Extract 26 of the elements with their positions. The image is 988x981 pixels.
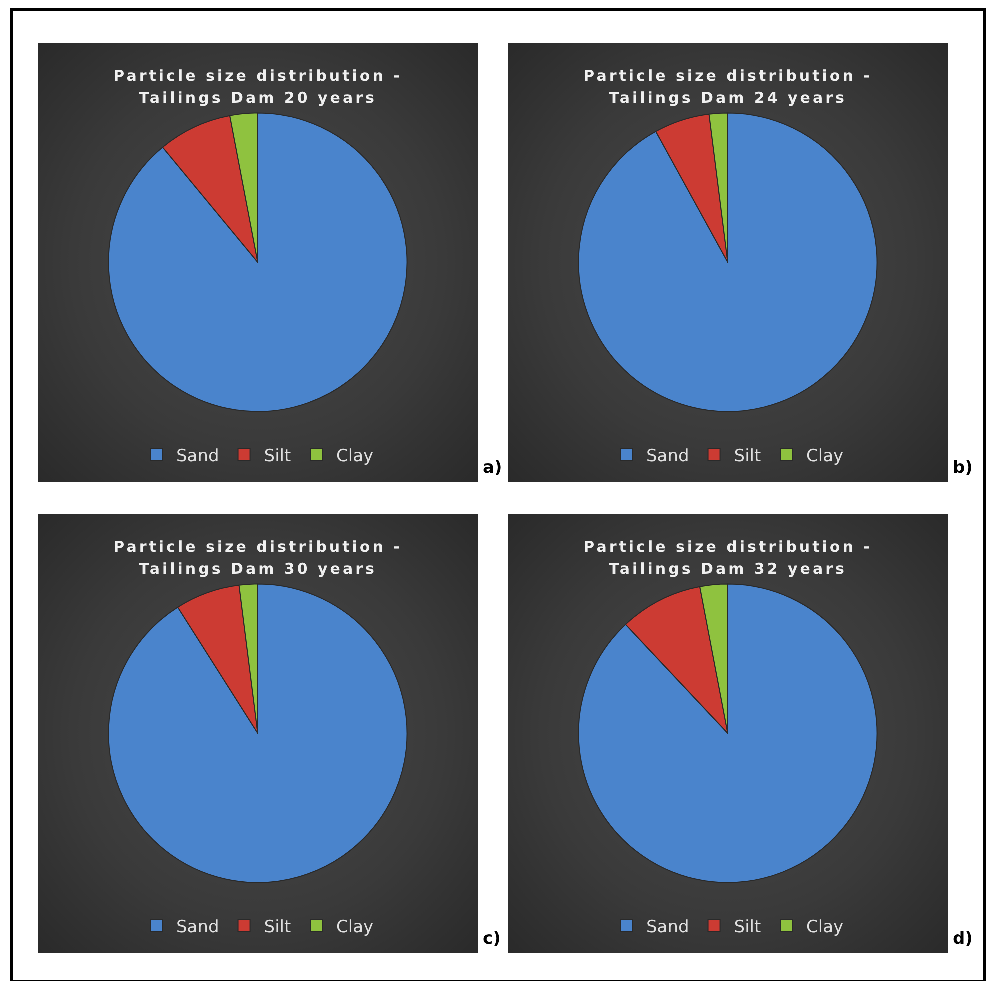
legend-label: Sand: [646, 446, 690, 466]
pie-slice: [625, 586, 728, 734]
chart-title: Particle size distribution - Tailings Dam 30 years: [112, 537, 404, 580]
legend-label: Silt: [734, 446, 762, 466]
legend-label: Sand: [176, 917, 220, 938]
chart-title: Particle size distribution - Tailings Dam 20 years: [112, 66, 404, 109]
legend-label: Clay: [336, 917, 374, 938]
text: d): [953, 929, 973, 949]
legend-label: Silt: [734, 917, 762, 938]
legend-label: Silt: [264, 446, 292, 466]
text: b): [953, 458, 973, 478]
legend-label: Clay: [806, 446, 844, 466]
legend-label: Silt: [264, 917, 292, 938]
pie-slice: [578, 112, 878, 412]
pie-slice: [108, 112, 408, 412]
chart-title: Particle size distribution - Tailings Dam 24 years: [582, 66, 874, 109]
chart-title: Particle size distribution - Tailings Dam 32 years: [582, 537, 874, 580]
legend-label: Sand: [176, 446, 220, 466]
pie-slice: [108, 584, 408, 884]
pie-slice: [162, 115, 258, 263]
text: c): [483, 929, 501, 949]
text: a): [483, 458, 502, 478]
legend-label: Clay: [336, 446, 374, 466]
legend-label: Clay: [806, 917, 844, 938]
pie-slice: [578, 584, 878, 884]
legend-label: Sand: [646, 917, 690, 938]
